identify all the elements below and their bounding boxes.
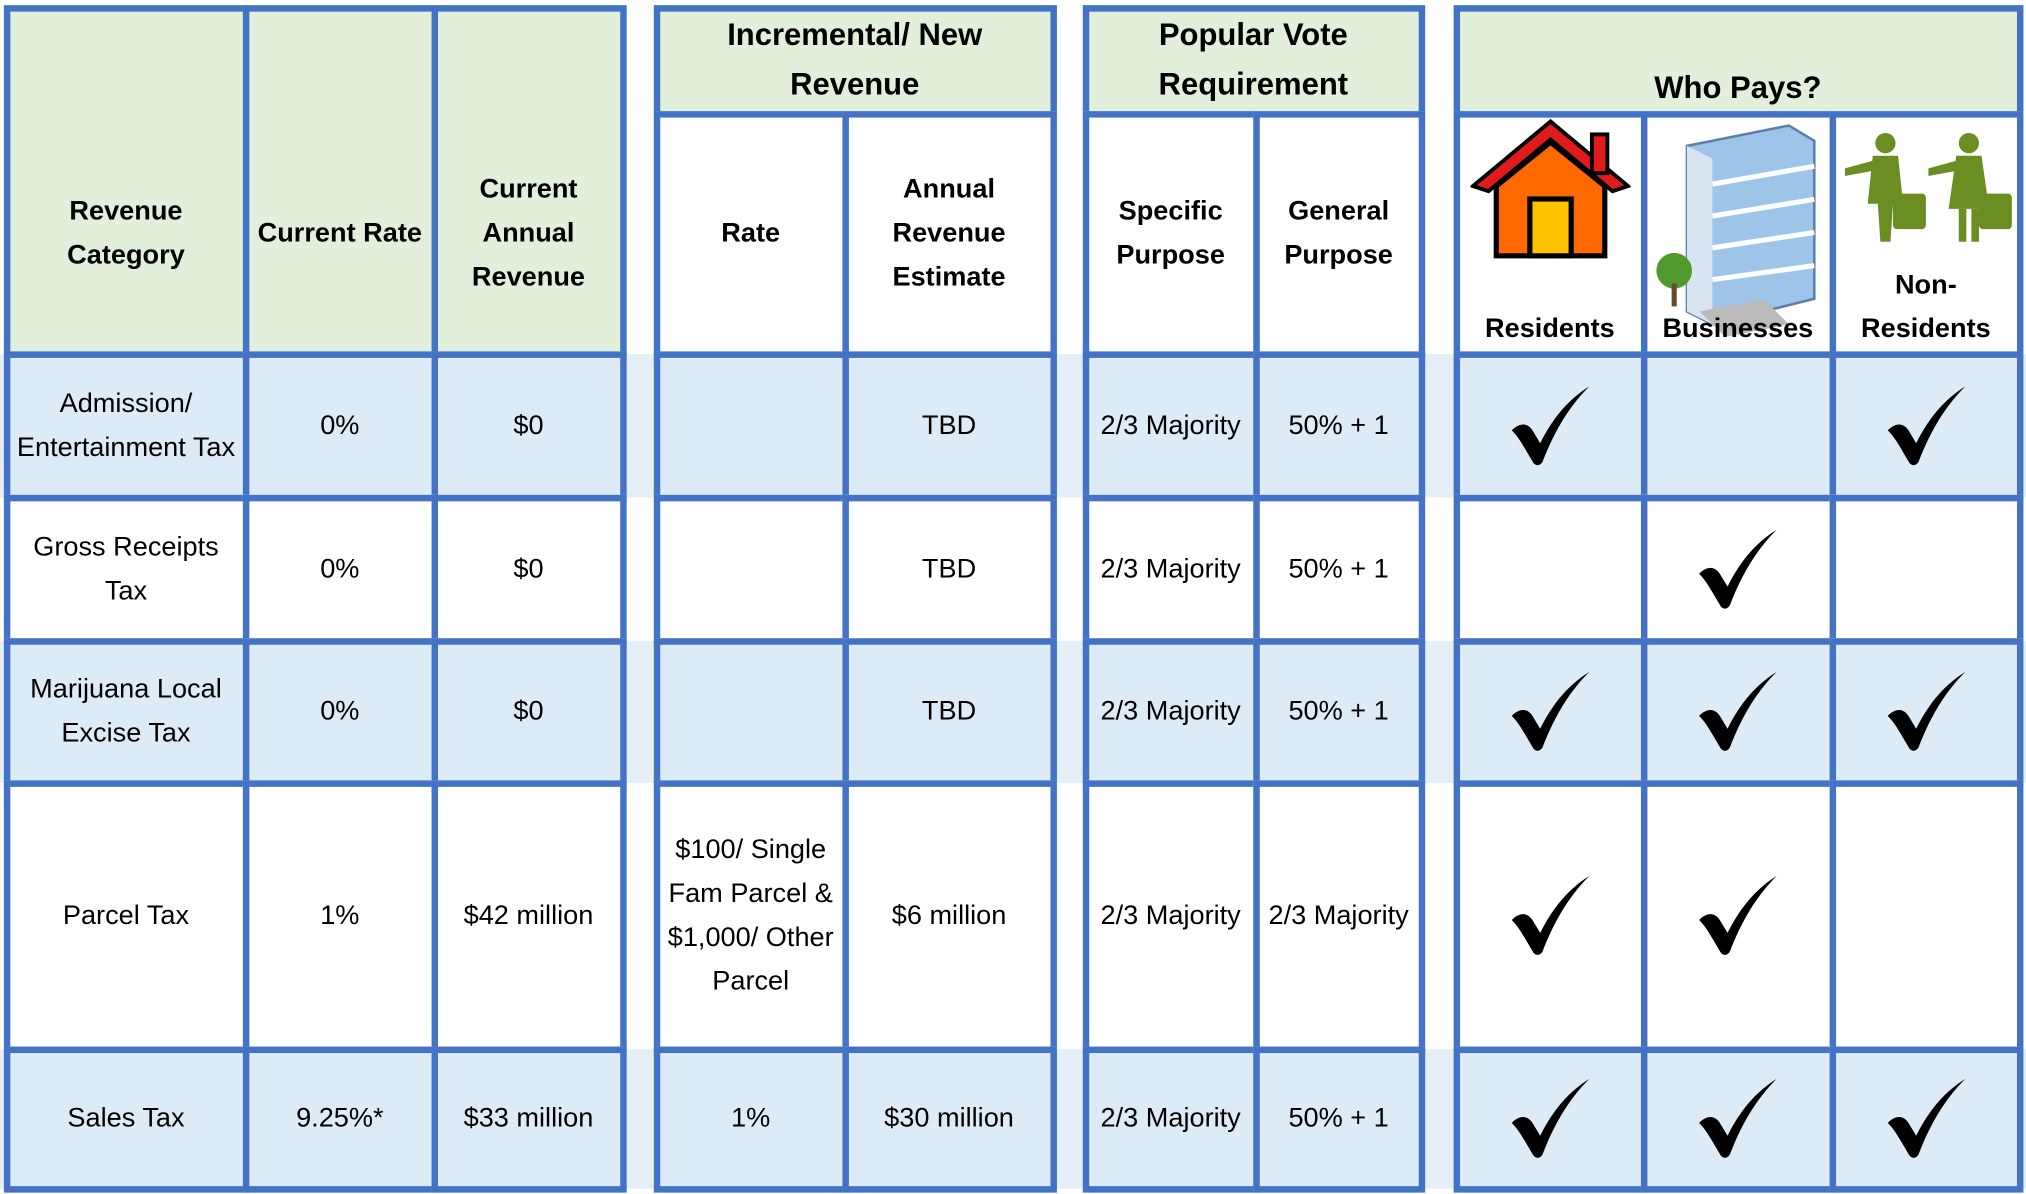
cell-text [656,497,845,640]
cell-text: $100/ Single Fam Parcel & $1,000/ Other … [656,783,845,1049]
cell-text [656,641,845,783]
column-header: Residents [1456,302,1643,351]
check-mark [1456,1049,1643,1189]
cell-text: $0 [434,497,623,640]
cell-text: 1% [656,1049,845,1189]
cell-text: 2/3 Majority [1085,497,1256,640]
cell-text: 50% + 1 [1256,1049,1421,1189]
cell-text: TBD [845,497,1053,640]
check-mark [1832,1049,2019,1189]
cell-text: $6 million [845,783,1053,1049]
check-mark [1644,641,1833,783]
table-cell [1829,494,2023,644]
cell-text [656,354,845,497]
cell-text: 50% + 1 [1256,497,1421,640]
cell-text: TBD [845,354,1053,497]
check-mark [1456,783,1643,1049]
cell-text: 2/3 Majority [1256,783,1421,1049]
payer-icon [1644,119,1833,313]
group-header: Popular Vote Requirement [1085,8,1421,114]
cell-text: 1% [245,783,434,1049]
cell-text: $33 million [434,1049,623,1189]
column-header: Current Annual Revenue [434,114,623,354]
cell-text: 2/3 Majority [1085,1049,1256,1189]
column-header: Current Rate [245,114,434,354]
group-header: Incremental/ New Revenue [656,8,1053,114]
column-header: Businesses [1644,302,1833,351]
cell-text: 0% [245,354,434,497]
group-header: Who Pays? [1456,8,2019,114]
check-mark [1832,641,2019,783]
column-header: Annual Revenue Estimate [845,114,1053,354]
cell-text: $0 [434,641,623,783]
check-mark [1456,641,1643,783]
cell-text: 0% [245,641,434,783]
column-header: Revenue Category [6,114,245,354]
column-header: General Purpose [1256,114,1421,354]
table-cell [1453,494,1647,644]
check-mark [1644,1049,1833,1189]
cell-text: 9.25%* [245,1049,434,1189]
column-header: Non-Residents [1832,258,2019,351]
column-header: Rate [656,114,845,354]
check-mark [1832,354,2019,497]
cell-text: Sales Tax [6,1049,245,1189]
revenue-table: Revenue CategoryCurrent RateCurrent Annu… [0,0,2026,1194]
cell-text: 2/3 Majority [1085,783,1256,1049]
check-mark [1644,497,1833,640]
cell-text: TBD [845,641,1053,783]
check-mark [1644,783,1833,1049]
cell-text: 50% + 1 [1256,354,1421,497]
table-cell [1640,351,1835,501]
check-mark [1456,354,1643,497]
cell-text: Parcel Tax [6,783,245,1049]
cell-text: Gross Receipts Tax [6,497,245,640]
payer-icon [1832,129,2019,271]
cell-text: 2/3 Majority [1085,354,1256,497]
column-header: Specific Purpose [1085,114,1256,354]
cell-text: 0% [245,497,434,640]
payer-icon [1456,119,1643,261]
cell-text: $30 million [845,1049,1053,1189]
cell-text: Marijuana Local Excise Tax [6,641,245,783]
page: Revenue CategoryCurrent RateCurrent Annu… [0,0,2026,1193]
table-cell [1829,780,2023,1053]
cell-text: 50% + 1 [1256,641,1421,783]
cell-text: $0 [434,354,623,497]
cell-text: $42 million [434,783,623,1049]
cell-text: 2/3 Majority [1085,641,1256,783]
cell-text: Admission/ Entertainment Tax [6,354,245,497]
